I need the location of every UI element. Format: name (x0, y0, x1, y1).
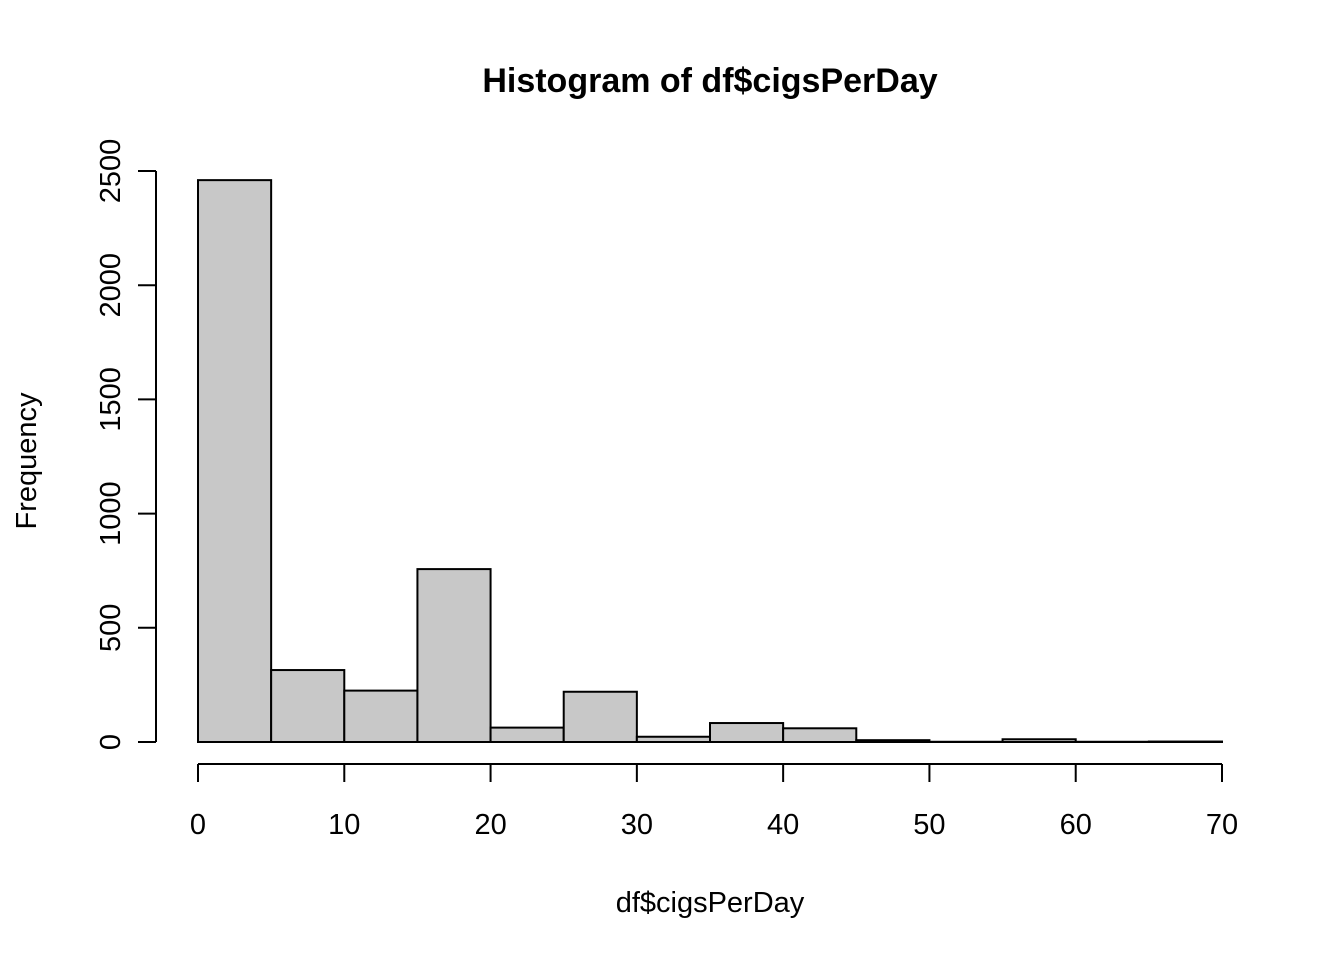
x-tick-label: 40 (767, 809, 799, 841)
y-tick-label: 0 (95, 734, 127, 750)
y-axis: 0 500 1000 1500 2000 2500 (95, 139, 157, 750)
x-tick-label: 20 (474, 809, 506, 841)
y-tick-label: 1000 (95, 481, 127, 546)
histogram-bar (855, 739, 931, 743)
x-axis-label: df$cigsPerDay (616, 887, 805, 919)
histogram-bar (343, 689, 419, 743)
histogram-bar (197, 179, 273, 744)
y-tick-label: 2500 (95, 139, 127, 204)
y-axis-label: Frequency (11, 392, 43, 530)
x-tick-label: 50 (913, 809, 945, 841)
x-tick-label: 60 (1060, 809, 1092, 841)
histogram-bar (782, 727, 858, 744)
histogram-bar (489, 726, 565, 743)
x-tick-label: 70 (1206, 809, 1238, 841)
histogram-bar (270, 669, 346, 744)
chart-title: Histogram of df$cigsPerDay (482, 62, 937, 100)
histogram-bar (635, 735, 711, 744)
x-tick-label: 10 (328, 809, 360, 841)
histogram-bar (1001, 738, 1077, 744)
y-tick-label: 1500 (95, 367, 127, 432)
y-tick-label: 2000 (95, 253, 127, 318)
histogram-bar (562, 690, 638, 744)
x-axis: 0 10 20 30 40 50 60 70 (190, 763, 1238, 841)
y-tick-label: 500 (95, 604, 127, 652)
histogram-bar (416, 568, 492, 743)
x-tick-label: 30 (621, 809, 653, 841)
x-tick-label: 0 (190, 809, 206, 841)
bars-group (197, 179, 1224, 744)
histogram-bar (709, 722, 785, 743)
